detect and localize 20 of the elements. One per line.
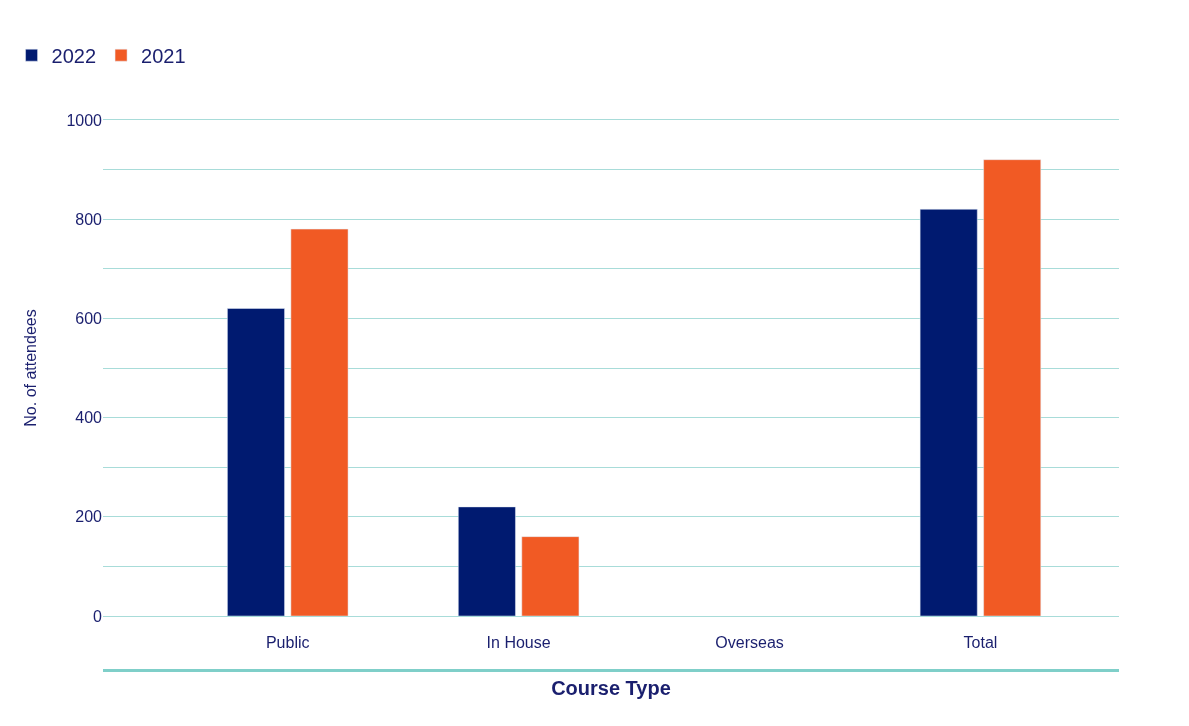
bar bbox=[983, 159, 1042, 616]
x-tick-label: Overseas bbox=[715, 634, 784, 652]
y-tick-label: 200 bbox=[75, 508, 103, 526]
legend-label: 2022 bbox=[51, 44, 97, 67]
y-axis-title: No. of attendees bbox=[22, 309, 40, 427]
x-tick-label: Public bbox=[265, 634, 310, 652]
x-tick-label: Total bbox=[963, 634, 998, 652]
y-tick-label: 800 bbox=[75, 210, 103, 228]
y-tick-label: 1000 bbox=[66, 111, 103, 129]
y-tick-label: 0 bbox=[93, 607, 103, 625]
x-axis-title: Course Type bbox=[551, 676, 671, 699]
legend-label: 2021 bbox=[141, 44, 186, 67]
bar bbox=[458, 506, 516, 616]
y-tick-label: 600 bbox=[75, 310, 103, 327]
y-tick-label: 400 bbox=[75, 409, 103, 427]
bar bbox=[521, 536, 580, 616]
bar bbox=[919, 209, 978, 616]
bar bbox=[227, 308, 285, 616]
bar bbox=[290, 228, 349, 616]
x-tick-label: In House bbox=[486, 634, 551, 652]
